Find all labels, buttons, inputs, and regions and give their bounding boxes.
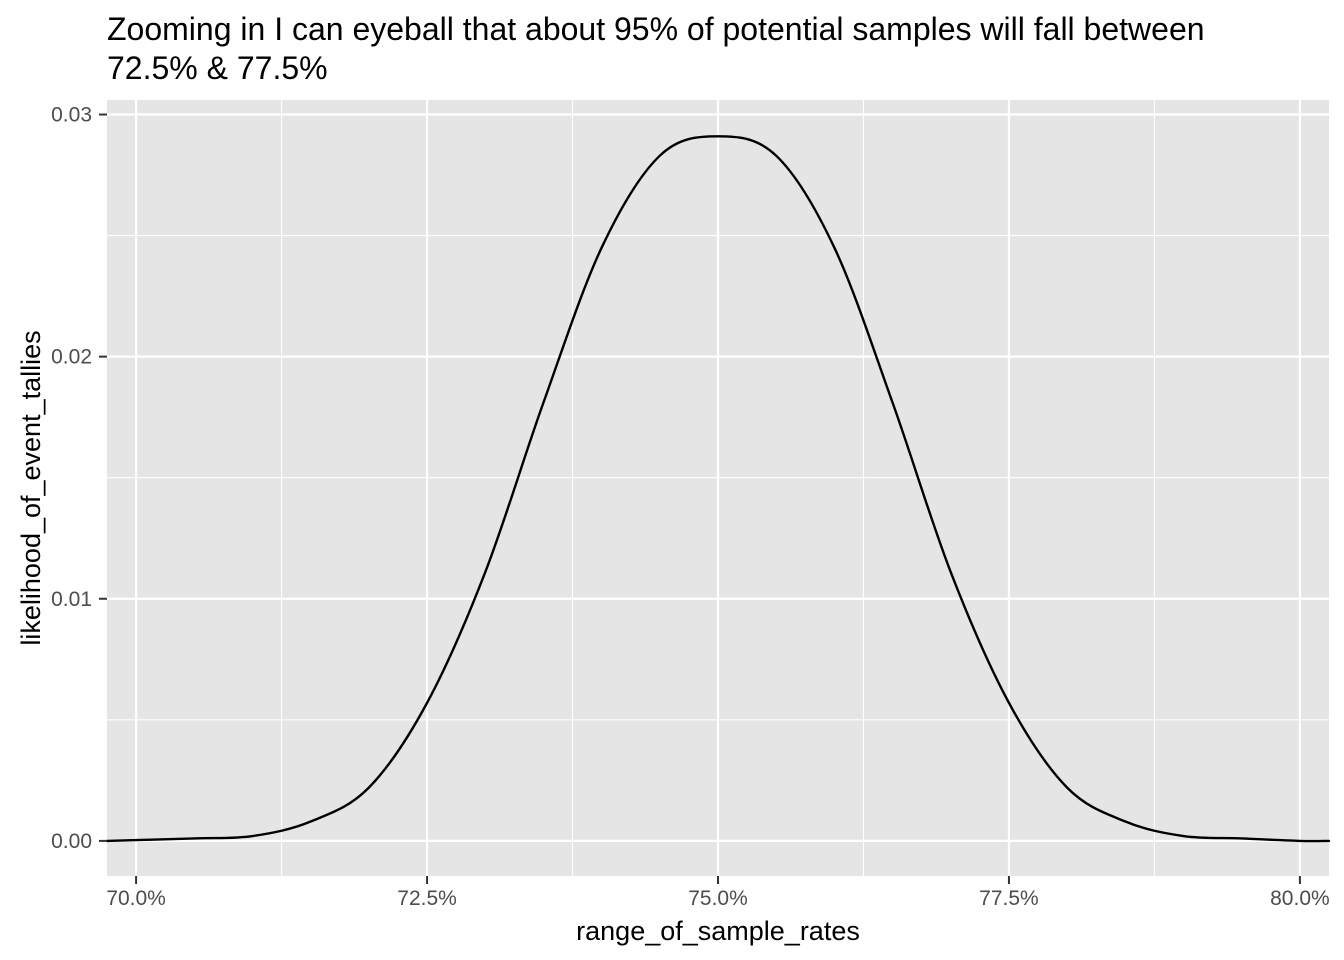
x-axis-title: range_of_sample_rates: [576, 916, 860, 946]
y-tick-label: 0.02: [51, 346, 92, 369]
distribution-line: [105, 135, 1331, 843]
x-tick-label: 77.5%: [979, 887, 1039, 910]
axes: 70.0% 72.5% 75.0% 77.5% 80.0% 0.00 0.01 0.02 0.0…: [51, 104, 1330, 910]
grid-lines: [107, 100, 1329, 876]
x-tick-label: 80.0%: [1270, 887, 1330, 910]
y-tick-label: 0.01: [51, 588, 92, 611]
y-tick-label: 0.00: [51, 830, 92, 853]
chart-title-line-1: Zooming in I can eyeball that about 95% …: [107, 11, 1205, 47]
series-layer: [105, 135, 1331, 843]
y-axis-title: likelihood_of_event_tallies: [16, 330, 46, 645]
chart-title-line-2: 72.5% & 77.5%: [107, 50, 328, 86]
y-tick-label: 0.03: [51, 104, 92, 127]
x-tick-label: 75.0%: [688, 887, 748, 910]
x-tick-label: 72.5%: [397, 887, 457, 910]
x-tick-label: 70.0%: [106, 887, 166, 910]
